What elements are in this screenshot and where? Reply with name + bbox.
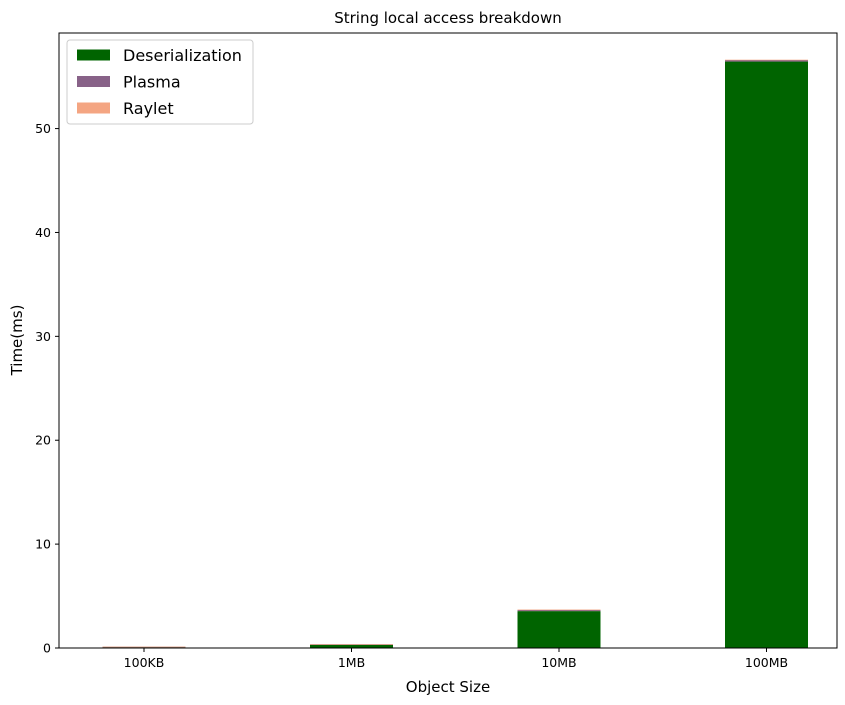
y-tick-label: 40 (35, 225, 51, 240)
chart-title: String local access breakdown (334, 9, 562, 27)
x-axis-ticks: 100KB 1MB 10MB 100MB (124, 648, 788, 670)
legend-swatch-deserialization (77, 49, 110, 61)
x-tick-label: 100KB (124, 655, 165, 670)
legend-swatch-plasma (77, 76, 110, 87)
y-tick-label: 50 (35, 121, 51, 136)
legend-swatch-raylet (77, 102, 110, 114)
bar-plasma-100mb (725, 60, 808, 62)
legend-label-deserialization: Deserialization (123, 46, 242, 65)
axes-frame (58, 32, 838, 649)
x-axis-label: Object Size (406, 678, 490, 696)
bar-raylet-100kb (102, 646, 186, 648)
bar-deserialization-100kb (102, 646, 186, 648)
x-tick-label: 100MB (745, 655, 788, 670)
bar-raylet-1mb (310, 644, 393, 645)
bar-deserialization-100mb (725, 61, 808, 648)
plot-area: 0 10 20 30 40 50 100KB 1MB 10MB 100MB (35, 32, 838, 670)
x-tick-label: 10MB (541, 655, 576, 670)
legend-label-plasma: Plasma (123, 73, 181, 92)
y-tick-label: 0 (43, 641, 51, 656)
legend-label-raylet: Raylet (123, 99, 174, 118)
y-axis-ticks: 0 10 20 30 40 50 (35, 121, 59, 656)
y-tick-label: 20 (35, 433, 51, 448)
bars-group (102, 59, 808, 648)
y-tick-label: 10 (35, 537, 51, 552)
legend: Deserialization Plasma Raylet (66, 39, 254, 125)
bar-raylet-10mb (517, 609, 601, 611)
y-tick-label: 30 (35, 329, 51, 344)
bar-deserialization-10mb (517, 611, 601, 648)
y-axis-label: Time(ms) (8, 305, 26, 377)
bar-deserialization-1mb (310, 644, 393, 648)
bar-raylet-100mb (725, 59, 808, 61)
legend-frame (66, 39, 254, 125)
bar-plasma-10mb (517, 609, 601, 612)
x-tick-label: 1MB (338, 655, 365, 670)
